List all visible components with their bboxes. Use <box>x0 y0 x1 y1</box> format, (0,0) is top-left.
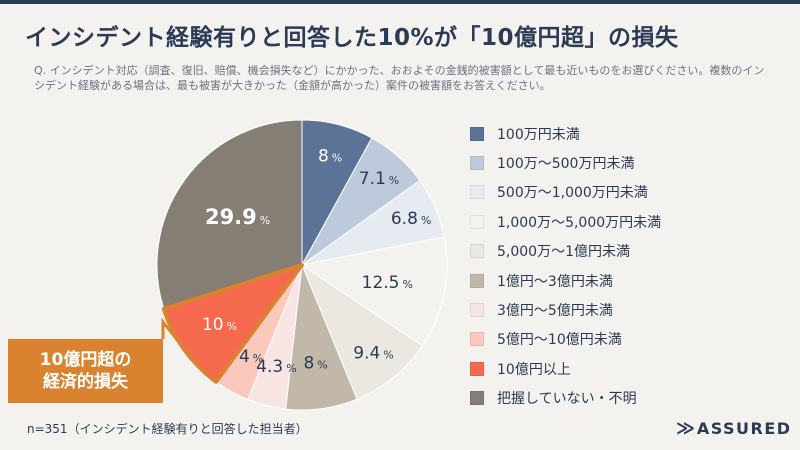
legend-item: 100万〜500万円未満 <box>470 148 661 177</box>
page-title: インシデント経験有りと回答した10%が「10億円超」の損失 <box>25 25 679 51</box>
legend-item: 100万円未満 <box>470 119 661 148</box>
legend-swatch <box>470 244 484 259</box>
legend-swatch <box>470 332 484 347</box>
sample-size-note: n=351（インシデント経験有りと回答した担当者） <box>27 422 308 436</box>
legend-swatch <box>470 303 484 318</box>
legend-item: 10億円以上 <box>470 354 661 383</box>
pie-slice <box>300 263 424 400</box>
legend-label: 1,000万〜5,000万円未満 <box>497 214 662 231</box>
legend-item: 把握していない・不明 <box>470 384 661 413</box>
legend-item: 1,000万〜5,000万円未満 <box>470 207 661 236</box>
legend-swatch <box>470 126 484 141</box>
legend-swatch <box>470 156 484 171</box>
slice-value-label: 4% <box>239 347 263 367</box>
legend-swatch <box>470 361 484 376</box>
slice-value-label: 9.4% <box>353 344 394 364</box>
brand-name: ASSURED <box>696 419 792 438</box>
legend-label: 5億円〜10億円未満 <box>497 332 622 349</box>
highlight-callout: 10億円超の 経済的損失 <box>8 339 163 403</box>
legend-label: 5,000万〜1億円未満 <box>497 244 630 261</box>
legend-label: 1億円〜3億円未満 <box>497 273 613 290</box>
legend-item: 5億円〜10億円未満 <box>470 325 661 354</box>
slice-value-label: 29.9% <box>205 205 270 229</box>
legend-label: 3億円〜5億円未満 <box>497 303 613 320</box>
legend-label: 100万円未満 <box>497 126 580 143</box>
legend-item: 3億円〜5億円未満 <box>470 295 661 324</box>
slice-value-label: 8% <box>318 147 342 167</box>
legend-label: 500万〜1,000万円未満 <box>497 185 648 202</box>
callout-connector <box>161 317 187 352</box>
legend-label: 把握していない・不明 <box>497 391 637 408</box>
survey-question: Q. インシデント対応（調査、復旧、賠償、機会損失など）にかかった、おおよその金… <box>34 64 765 92</box>
legend-swatch <box>470 214 484 229</box>
slice-value-label: 12.5% <box>362 273 413 293</box>
double-chevron-logo-icon: ≫ <box>676 418 695 439</box>
legend-label: 100万〜500万円未満 <box>497 156 635 173</box>
chart-legend: 100万円未満 100万〜500万円未満 500万〜1,000万円未満 1,000万〜… <box>470 119 661 413</box>
callout-line-1: 10億円超の <box>39 350 132 370</box>
legend-swatch <box>470 391 484 406</box>
slice-value-label: 7.1% <box>359 169 400 189</box>
legend-label: 10億円以上 <box>497 361 571 378</box>
legend-swatch <box>470 273 484 288</box>
brand-logo: ≫ ASSURED <box>676 418 792 439</box>
slice-value-label: 4.3% <box>256 357 297 377</box>
top-accent-bar <box>0 0 800 4</box>
slice-value-label: 8% <box>303 354 327 374</box>
legend-item: 1億円〜3億円未満 <box>470 266 661 295</box>
slice-value-label: 6.8% <box>391 209 432 229</box>
pie-slice <box>300 236 448 347</box>
pie-slice <box>156 119 303 310</box>
callout-line-2: 経済的損失 <box>43 372 128 392</box>
legend-swatch <box>470 185 484 200</box>
slice-value-label: 10% <box>202 315 237 335</box>
legend-item: 500万〜1,000万円未満 <box>470 178 661 207</box>
legend-item: 5,000万〜1億円未満 <box>470 237 661 266</box>
